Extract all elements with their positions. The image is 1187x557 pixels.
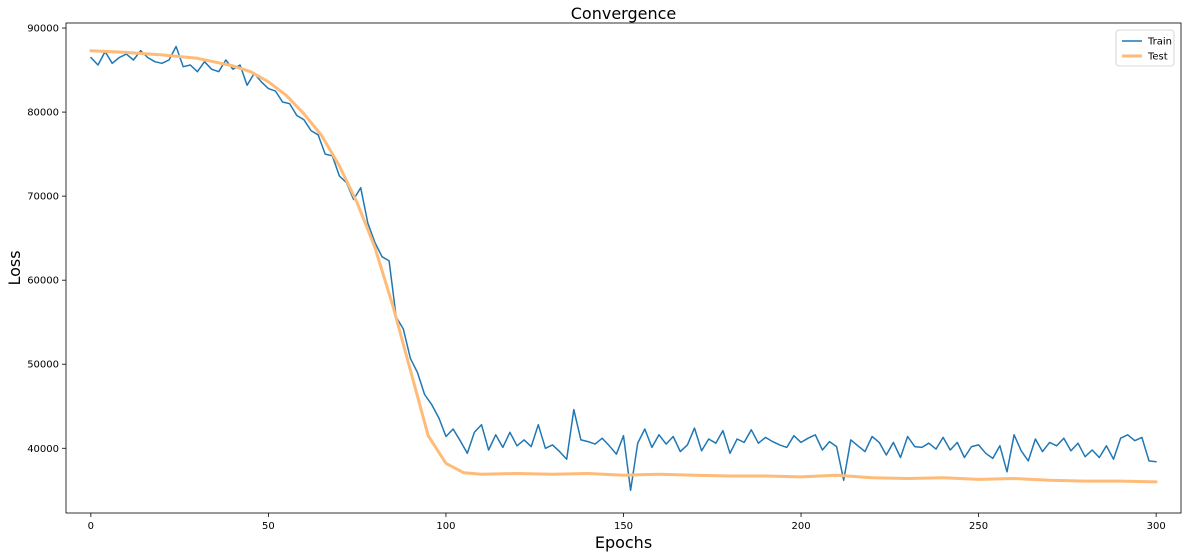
legend: Train Test: [1115, 29, 1175, 67]
legend-label-train: Train: [1147, 37, 1172, 48]
y-tick-label: 70000: [27, 192, 59, 203]
y-tick-label: 90000: [27, 24, 59, 35]
y-tick-label: 40000: [27, 444, 59, 455]
x-tick-label: 50: [262, 521, 275, 532]
plot-area: 0 50 100 150 200 250 300 40000 50000 60000 70000 80…: [27, 22, 1182, 532]
x-tick-label: 250: [969, 521, 988, 532]
y-tick-label: 80000: [27, 108, 59, 119]
x-tick-label: 200: [792, 521, 811, 532]
y-tick-label: 50000: [27, 360, 59, 371]
x-tick-label: 300: [1147, 521, 1166, 532]
legend-label-test: Test: [1147, 52, 1168, 63]
series-line-train: [90, 45, 1157, 492]
y-axis-title: Loss: [5, 250, 24, 285]
x-axis-title: Epochs: [595, 533, 652, 552]
y-tick-label: 60000: [27, 276, 59, 287]
chart-title: Convergence: [571, 4, 677, 23]
series-line-test: [89, 49, 1158, 484]
x-tick-label: 150: [614, 521, 633, 532]
x-tick-label: 100: [436, 521, 455, 532]
x-tick-label: 0: [88, 521, 94, 532]
